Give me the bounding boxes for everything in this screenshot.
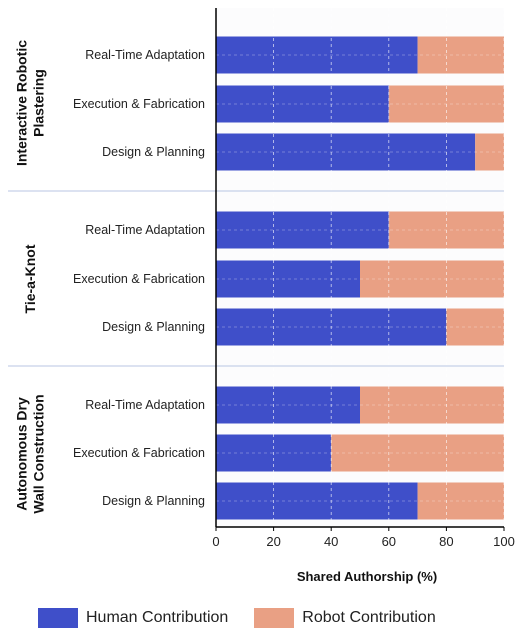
group-label-line: Wall Construction <box>31 394 47 513</box>
category-label-1-1: Execution & Fabrication <box>73 272 205 286</box>
legend-swatch-robot <box>254 608 295 628</box>
legend-swatch-human <box>38 608 78 628</box>
legend-item-human: Human Contribution <box>38 608 228 628</box>
group-label-0: Interactive RoboticPlastering <box>14 40 47 166</box>
legend: Human Contribution Robot Contribution <box>38 608 462 628</box>
group-label-1: Tie-a-Knot <box>22 244 38 313</box>
legend-label-robot: Robot Contribution <box>302 609 436 626</box>
group-label-2: Autonomous DryWall Construction <box>14 394 47 513</box>
group-label-line: Plastering <box>31 69 47 137</box>
x-tick-label-5: 100 <box>493 534 515 549</box>
category-label-2-0: Real-Time Adaptation <box>85 398 205 412</box>
legend-label-human: Human Contribution <box>86 609 229 626</box>
group-label-line: Autonomous Dry <box>14 397 30 511</box>
x-tick-label-1: 20 <box>266 534 280 549</box>
category-label-1-2: Design & Planning <box>102 320 205 334</box>
x-tick-label-2: 40 <box>324 534 338 549</box>
category-label-0-1: Execution & Fabrication <box>73 97 205 111</box>
legend-item-robot: Robot Contribution <box>254 608 436 628</box>
group-label-line: Tie-a-Knot <box>22 244 38 313</box>
x-tick-label-0: 0 <box>212 534 219 549</box>
stacked-bar-chart: Real-Time Adaptation Execution & Fabricat… <box>8 8 515 584</box>
x-axis-label: Shared Authorship (%) <box>297 569 437 584</box>
category-label-2-2: Design & Planning <box>102 494 205 508</box>
category-label-2-1: Execution & Fabrication <box>73 446 205 460</box>
bar-robot-2-2 <box>417 482 504 520</box>
x-tick-label-4: 80 <box>439 534 453 549</box>
group-label-line: Interactive Robotic <box>14 40 30 166</box>
x-tick-label-3: 60 <box>382 534 396 549</box>
bar-robot-2-1 <box>331 434 504 472</box>
bar-robot-0-0 <box>417 36 504 74</box>
category-label-0-0: Real-Time Adaptation <box>85 48 205 62</box>
category-label-1-0: Real-Time Adaptation <box>85 223 205 237</box>
category-label-0-2: Design & Planning <box>102 145 205 159</box>
